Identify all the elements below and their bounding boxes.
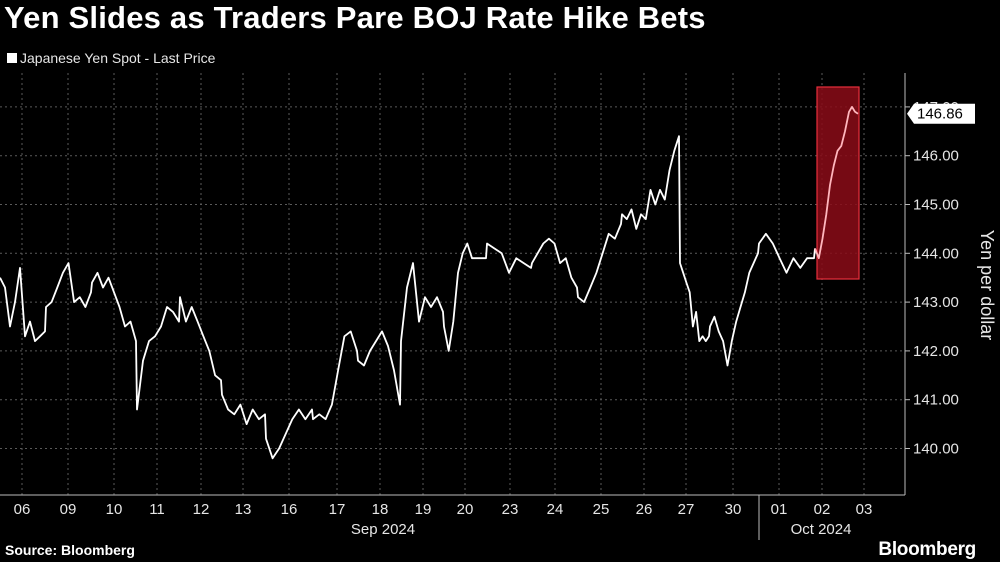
y-axis: 140.00 141.00 142.00 143.00 144.00 145.00 146.…	[904, 73, 959, 495]
highlight-box	[816, 86, 860, 280]
x-tick-label: 03	[856, 501, 873, 518]
chart-title: Yen Slides as Traders Pare BOJ Rate Hike…	[4, 0, 706, 35]
y-tick-label: 144.00	[913, 245, 959, 262]
bloomberg-logo: Bloomberg	[878, 539, 976, 560]
series-line	[0, 106, 859, 460]
x-tick-label: 18	[372, 501, 389, 518]
x-tick-label: 02	[814, 501, 831, 518]
month-label: Sep 2024	[351, 521, 415, 538]
month-label: Oct 2024	[791, 521, 852, 538]
y-axis-title: Yen per dollar	[977, 230, 997, 340]
y-tick-label: 146.00	[913, 148, 959, 165]
x-tick-label: 01	[771, 501, 788, 518]
x-tick-label: 17	[329, 501, 346, 518]
x-tick-label: 24	[547, 501, 564, 518]
x-tick-label: 12	[193, 501, 210, 518]
series-line-main	[0, 135, 816, 460]
last-value-badge	[907, 103, 975, 124]
legend: Japanese Yen Spot - Last Price	[7, 50, 215, 66]
x-tick-label: 25	[593, 501, 610, 518]
x-tick-label: 19	[415, 501, 432, 518]
y-tick-label: 142.00	[913, 343, 959, 360]
legend-label: Japanese Yen Spot - Last Price	[20, 50, 216, 66]
x-tick-label: 26	[636, 501, 653, 518]
x-axis: 06 09 10 11 12 13 16 17 18 19 20 23 24 25 26 27 30 01 02 03…	[0, 494, 905, 540]
y-tick-label: 145.00	[913, 197, 959, 214]
x-tick-label: 23	[502, 501, 519, 518]
highlight-region	[816, 86, 860, 280]
gridlines	[0, 73, 905, 495]
y-tick-label: 141.00	[913, 392, 959, 409]
x-tick-label: 13	[235, 501, 252, 518]
last-value-label: 146.86	[907, 103, 975, 124]
x-tick-label: 06	[14, 501, 31, 518]
last-value-text: 146.86	[917, 106, 963, 123]
x-tick-label: 10	[106, 501, 123, 518]
series-line-highlight	[814, 106, 859, 260]
x-tick-label: 09	[60, 501, 77, 518]
legend-swatch	[7, 53, 17, 63]
x-tick-label: 30	[725, 501, 742, 518]
x-tick-label: 20	[457, 501, 474, 518]
y-tick-label: 140.00	[913, 441, 959, 458]
x-tick-label: 11	[149, 501, 165, 518]
x-tick-label: 27	[678, 501, 695, 518]
source-note: Source: Bloomberg	[5, 542, 135, 558]
y-tick-label: 143.00	[913, 294, 959, 311]
x-tick-label: 16	[281, 501, 298, 518]
